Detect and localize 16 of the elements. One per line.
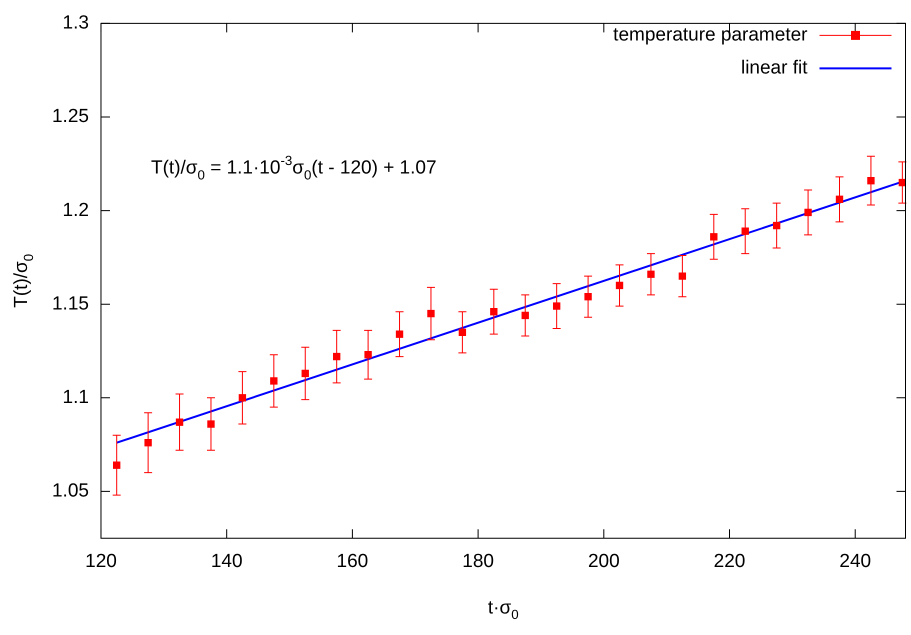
x-tick-label: 140	[210, 550, 243, 572]
y-tick-label: 1.15	[52, 293, 89, 314]
legend-label: temperature parameter	[613, 24, 808, 46]
y-tick-label: 1.25	[52, 106, 89, 128]
x-tick-label: 240	[839, 550, 872, 572]
x-tick-label: 180	[462, 550, 494, 572]
x-tick-label: 200	[588, 550, 620, 572]
y-tick-label: 1.1	[62, 387, 89, 408]
y-tick-label: 1.2	[62, 200, 89, 221]
legend-label: linear fit	[740, 58, 808, 79]
y-tick-label: 1.3	[62, 12, 89, 34]
x-tick-label: 120	[85, 550, 117, 572]
x-tick-label: 220	[714, 550, 746, 572]
y-tick-label: 1.05	[52, 480, 89, 502]
y-axis-title: T(t)/σ0	[11, 254, 36, 308]
x-tick-label: 160	[336, 550, 368, 572]
